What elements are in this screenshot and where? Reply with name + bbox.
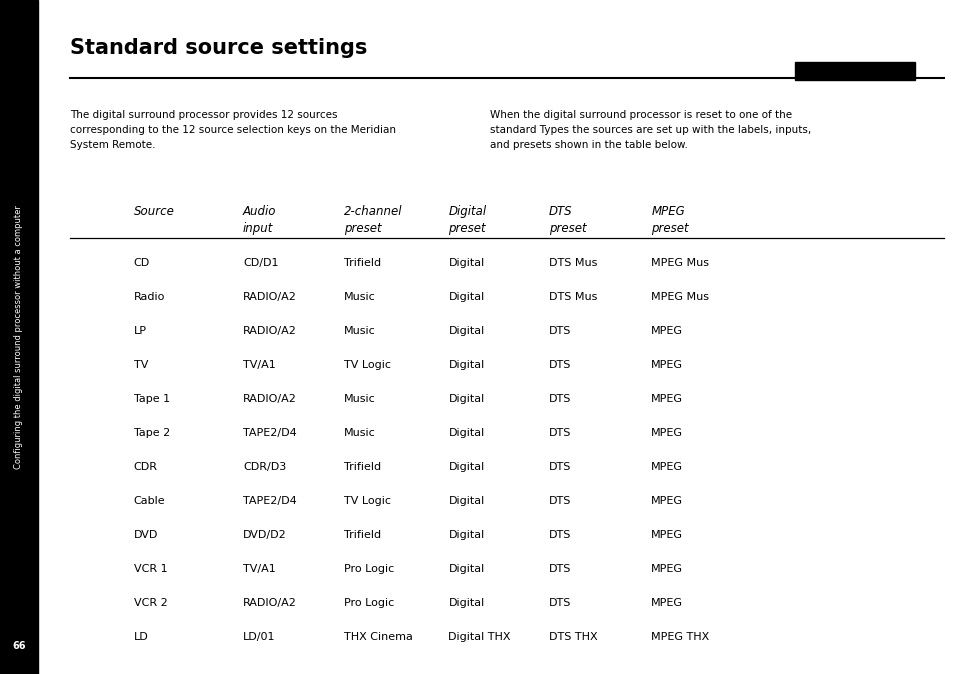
- Text: MPEG THX: MPEG THX: [651, 632, 709, 642]
- Text: Music: Music: [343, 292, 375, 302]
- Text: Digital THX: Digital THX: [448, 632, 511, 642]
- Text: MPEG: MPEG: [651, 564, 682, 574]
- Text: Digital: Digital: [448, 292, 484, 302]
- Text: Music: Music: [343, 394, 375, 404]
- Text: Music: Music: [343, 326, 375, 336]
- Text: DTS: DTS: [548, 394, 571, 404]
- Text: 66: 66: [12, 641, 26, 651]
- Text: TV: TV: [133, 360, 148, 370]
- Text: MPEG: MPEG: [651, 530, 682, 540]
- Text: TV Logic: TV Logic: [343, 360, 390, 370]
- Text: Music: Music: [343, 428, 375, 438]
- Bar: [0, 0, 38, 674]
- Text: CDR/D3: CDR/D3: [243, 462, 286, 472]
- Text: MPEG Mus: MPEG Mus: [651, 258, 708, 268]
- Text: Digital: Digital: [448, 258, 484, 268]
- Text: When the digital surround processor is reset to one of the
standard Types the so: When the digital surround processor is r…: [490, 110, 810, 150]
- Text: Radio: Radio: [133, 292, 165, 302]
- Text: Trifield: Trifield: [343, 530, 380, 540]
- Text: The digital surround processor provides 12 sources
corresponding to the 12 sourc: The digital surround processor provides …: [70, 110, 395, 150]
- Text: TV Logic: TV Logic: [343, 496, 390, 506]
- Text: Pro Logic: Pro Logic: [343, 598, 394, 608]
- Text: LD: LD: [133, 632, 149, 642]
- Text: Digital: Digital: [448, 496, 484, 506]
- Text: MPEG: MPEG: [651, 360, 682, 370]
- Text: CDR: CDR: [133, 462, 157, 472]
- Text: Source: Source: [133, 205, 174, 218]
- Text: DTS: DTS: [548, 496, 571, 506]
- Text: MPEG: MPEG: [651, 326, 682, 336]
- Bar: [794, 62, 914, 80]
- Text: MPEG Mus: MPEG Mus: [651, 292, 708, 302]
- Text: RADIO/A2: RADIO/A2: [243, 598, 296, 608]
- Text: DTS: DTS: [548, 564, 571, 574]
- Text: VCR 2: VCR 2: [133, 598, 168, 608]
- Text: DTS THX: DTS THX: [548, 632, 597, 642]
- Text: Standard source settings: Standard source settings: [70, 38, 367, 58]
- Text: Digital: Digital: [448, 326, 484, 336]
- Text: LD/01: LD/01: [243, 632, 275, 642]
- Text: RADIO/A2: RADIO/A2: [243, 394, 296, 404]
- Text: Audio
input: Audio input: [243, 205, 276, 235]
- Text: DTS: DTS: [548, 326, 571, 336]
- Text: RADIO/A2: RADIO/A2: [243, 326, 296, 336]
- Text: Tape 1: Tape 1: [133, 394, 170, 404]
- Text: DTS
preset: DTS preset: [548, 205, 586, 235]
- Text: THX Cinema: THX Cinema: [343, 632, 412, 642]
- Text: MPEG
preset: MPEG preset: [651, 205, 688, 235]
- Text: TV/A1: TV/A1: [243, 564, 275, 574]
- Text: Tape 2: Tape 2: [133, 428, 170, 438]
- Text: DVD/D2: DVD/D2: [243, 530, 287, 540]
- Text: Digital: Digital: [448, 564, 484, 574]
- Text: Trifield: Trifield: [343, 258, 380, 268]
- Text: MPEG: MPEG: [651, 496, 682, 506]
- Text: Digital: Digital: [448, 598, 484, 608]
- Text: DTS Mus: DTS Mus: [548, 292, 597, 302]
- Text: Digital: Digital: [448, 394, 484, 404]
- Text: LP: LP: [133, 326, 147, 336]
- Text: Cable: Cable: [133, 496, 165, 506]
- Text: Pro Logic: Pro Logic: [343, 564, 394, 574]
- Text: VCR 1: VCR 1: [133, 564, 167, 574]
- Text: MPEG: MPEG: [651, 394, 682, 404]
- Text: DTS: DTS: [548, 428, 571, 438]
- Text: CD/D1: CD/D1: [243, 258, 278, 268]
- Text: Digital: Digital: [448, 462, 484, 472]
- Text: RADIO/A2: RADIO/A2: [243, 292, 296, 302]
- Text: MPEG: MPEG: [651, 428, 682, 438]
- Text: 2-channel
preset: 2-channel preset: [343, 205, 401, 235]
- Text: DTS: DTS: [548, 462, 571, 472]
- Text: Digital
preset: Digital preset: [448, 205, 486, 235]
- Text: DTS: DTS: [548, 530, 571, 540]
- Text: Configuring the digital surround processor without a computer: Configuring the digital surround process…: [14, 205, 24, 469]
- Text: TV/A1: TV/A1: [243, 360, 275, 370]
- Text: DTS: DTS: [548, 598, 571, 608]
- Text: TAPE2/D4: TAPE2/D4: [243, 428, 296, 438]
- Text: MPEG: MPEG: [651, 598, 682, 608]
- Text: CD: CD: [133, 258, 150, 268]
- Text: TAPE2/D4: TAPE2/D4: [243, 496, 296, 506]
- Text: Trifield: Trifield: [343, 462, 380, 472]
- Text: Digital: Digital: [448, 428, 484, 438]
- Text: Digital: Digital: [448, 360, 484, 370]
- Text: DTS: DTS: [548, 360, 571, 370]
- Text: Digital: Digital: [448, 530, 484, 540]
- Text: DVD: DVD: [133, 530, 158, 540]
- Text: DTS Mus: DTS Mus: [548, 258, 597, 268]
- Text: MPEG: MPEG: [651, 462, 682, 472]
